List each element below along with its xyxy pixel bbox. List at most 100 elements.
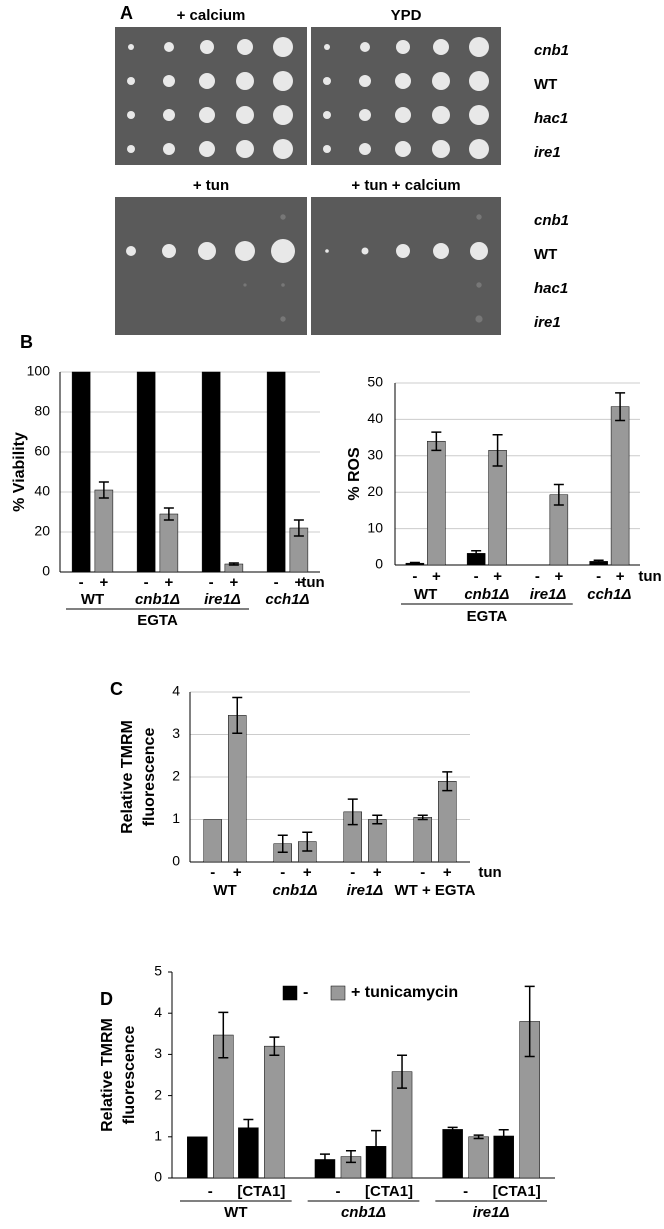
bar (610, 406, 630, 566)
bar (228, 715, 247, 863)
error-bar (371, 1129, 382, 1163)
error-bar (243, 1118, 254, 1137)
colony-spot (163, 75, 175, 87)
error-bar (553, 483, 564, 506)
bar (136, 371, 156, 573)
error-bar (417, 814, 428, 821)
error-bar (302, 831, 313, 852)
colony-spot (475, 315, 483, 323)
bar (438, 781, 457, 863)
x-tick-label: - (350, 864, 355, 881)
colony-spot (323, 111, 331, 119)
y-tick-label: 100 (27, 363, 51, 379)
error-bar (98, 481, 109, 499)
colony-spot (163, 143, 175, 155)
error-bar (431, 431, 442, 452)
bar (187, 1136, 208, 1179)
group-label: cnb1Δ (464, 586, 509, 603)
x-tick-label: - (412, 568, 417, 585)
error-bar (492, 433, 503, 467)
error-bar (524, 985, 535, 1058)
colony-spot (128, 44, 134, 50)
group-label: cch1Δ (265, 591, 309, 608)
y-tick-label: 20 (367, 483, 383, 499)
colony-spot (127, 111, 135, 119)
colony-spot (469, 37, 489, 57)
error-bar (471, 550, 482, 557)
colony-spot (199, 107, 215, 123)
plate-title: + tun (193, 177, 229, 194)
x-tick-label: - (535, 568, 540, 585)
group-label: WT (224, 1204, 247, 1221)
colony-spot (200, 40, 214, 54)
legend-label: - (303, 984, 308, 1001)
x-tick-label: - (210, 864, 215, 881)
colony-spot (236, 72, 254, 90)
bar (266, 371, 286, 573)
x-tick-label: - (463, 1183, 468, 1200)
error-bar (293, 519, 304, 537)
error-bar (397, 1054, 408, 1089)
colony-spot (236, 106, 254, 124)
group-label: cnb1Δ (341, 1204, 386, 1221)
colony-spot (324, 44, 330, 50)
bar (413, 817, 432, 863)
group-label: ire1Δ (473, 1204, 510, 1221)
colony-spot (323, 145, 331, 153)
x-tick-label: - (474, 568, 479, 585)
y-tick-label: 50 (367, 374, 383, 390)
x-tick-label: - (420, 864, 425, 881)
error-bar (447, 1126, 458, 1133)
y-tick-label: 1 (154, 1128, 162, 1144)
x-tick-label: + (493, 568, 502, 585)
colony-spot (280, 214, 286, 220)
colony-spot (433, 243, 449, 259)
bar (203, 819, 222, 863)
error-bar (409, 561, 420, 565)
x-tick-label: - (144, 574, 149, 591)
panel-label: D (100, 989, 113, 1009)
y-tick-label: 40 (34, 483, 50, 499)
y-tick-label: 4 (172, 683, 180, 699)
error-bar (345, 1150, 356, 1164)
colony-spot (325, 249, 329, 253)
x-tick-label: [CTA1] (493, 1183, 541, 1200)
colony-spot (359, 75, 371, 87)
x-tick-label: + (616, 568, 625, 585)
bar (159, 513, 179, 573)
colony-spot (323, 77, 331, 85)
y-tick-label: 0 (172, 853, 180, 869)
y-axis-label: % Viability (11, 432, 28, 512)
x-tick-label: + (554, 568, 563, 585)
y-tick-label: 1 (172, 810, 180, 826)
colony-spot (396, 244, 410, 258)
colony-spot (433, 39, 449, 55)
y-tick-label: 3 (154, 1045, 162, 1061)
x-tick-label: + (303, 864, 312, 881)
x-tick-label: - (335, 1183, 340, 1200)
y-axis-label: fluorescence (121, 1026, 138, 1125)
strain-label: hac1 (534, 110, 568, 127)
colony-spot (164, 42, 174, 52)
panel-label: A (120, 3, 133, 23)
plate-title: + calcium (177, 7, 246, 24)
error-bar (218, 1011, 229, 1059)
colony-spot (235, 241, 255, 261)
x-tick-label: + (432, 568, 441, 585)
bar (94, 489, 114, 573)
plate-title: YPD (391, 7, 422, 24)
legend-label: + tunicamycin (351, 984, 458, 1001)
colony-spot (127, 77, 135, 85)
condition-label: tun (301, 574, 324, 591)
group-label: ire1Δ (530, 586, 567, 603)
colony-spot (198, 242, 216, 260)
group-label: ire1Δ (347, 882, 384, 899)
group-label: ire1Δ (204, 591, 241, 608)
group-label: cnb1Δ (135, 591, 180, 608)
group-label: WT (213, 882, 236, 899)
colony-spot (476, 214, 482, 220)
y-tick-label: 2 (154, 1086, 162, 1102)
x-tick-label: - (596, 568, 601, 585)
plate-image (115, 197, 307, 335)
error-bar (442, 771, 453, 792)
